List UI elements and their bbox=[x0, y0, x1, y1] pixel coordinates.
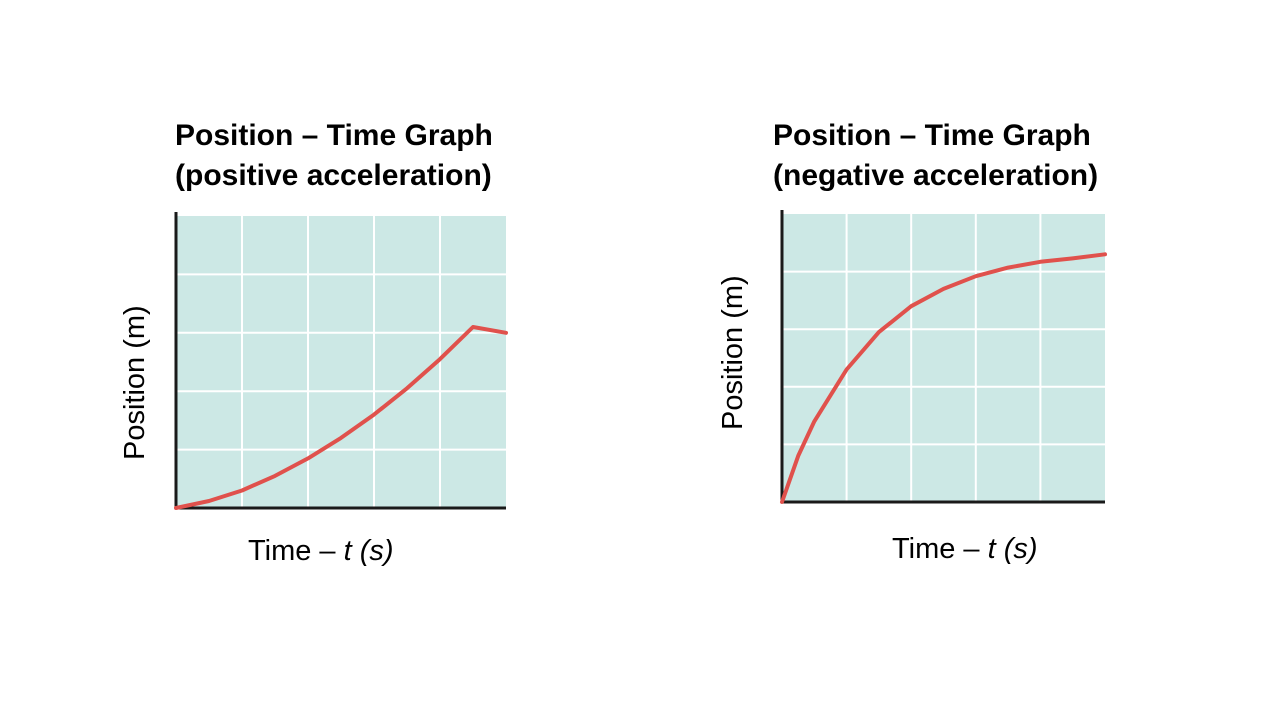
x-axis-label-unit: (s) bbox=[1003, 533, 1038, 565]
y-axis-label: Position (m) bbox=[119, 305, 151, 460]
x-axis-label-variable: t bbox=[343, 535, 352, 567]
chart-title-line-2: (positive acceleration) bbox=[175, 159, 492, 192]
plot-background bbox=[176, 216, 506, 508]
x-axis-label: Time – t (s) bbox=[892, 532, 1038, 566]
chart-title-line-2: (negative acceleration) bbox=[773, 159, 1099, 192]
plot-background bbox=[782, 214, 1105, 502]
x-axis-label-variable: t bbox=[987, 533, 996, 565]
x-axis-label: Time – t (s) bbox=[248, 534, 394, 568]
chart-title-line-1: Position – Time Graph bbox=[773, 119, 1091, 152]
plot-area bbox=[174, 212, 508, 510]
x-axis-label-prefix: Time – bbox=[892, 533, 988, 565]
series-line bbox=[174, 325, 508, 510]
y-axis-label: Position (m) bbox=[717, 275, 749, 430]
plot-area bbox=[780, 210, 1107, 504]
chart-title: Position – Time Graph (negative accelera… bbox=[773, 116, 1098, 196]
chart-title: Position – Time Graph (positive accelera… bbox=[175, 116, 493, 196]
series-line bbox=[780, 252, 1107, 504]
x-axis-label-unit: (s) bbox=[359, 535, 394, 567]
chart-title-line-1: Position – Time Graph bbox=[175, 119, 493, 152]
x-axis-label-prefix: Time – bbox=[248, 535, 344, 567]
